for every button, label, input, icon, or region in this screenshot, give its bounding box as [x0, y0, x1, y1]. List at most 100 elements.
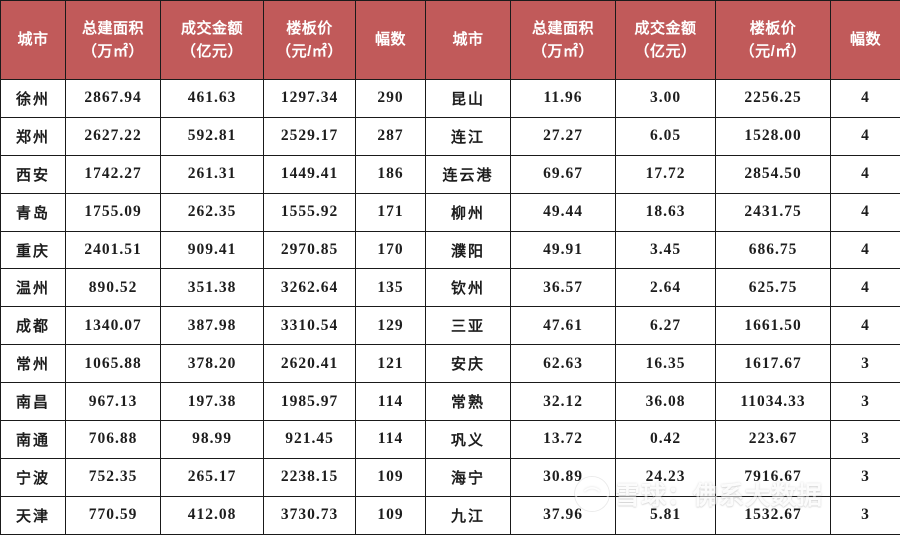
cell-plot-count-right: 4 — [831, 117, 900, 155]
cell-total-area-left: 1755.09 — [66, 193, 161, 231]
cell-amount-right: 18.63 — [616, 193, 716, 231]
cell-total-area-left: 706.88 — [66, 421, 161, 459]
cell-floor-price-right: 1528.00 — [716, 117, 831, 155]
cell-amount-left: 98.99 — [161, 421, 264, 459]
cell-floor-price-left: 921.45 — [264, 421, 356, 459]
cell-plot-count-left: 287 — [356, 117, 426, 155]
cell-city-right: 九江 — [426, 496, 511, 534]
cell-city-left: 常州 — [1, 345, 66, 383]
column-header-total-area-right: 总建面积 （万㎡） — [511, 1, 616, 80]
cell-floor-price-left: 1297.34 — [264, 80, 356, 118]
cell-amount-left: 412.08 — [161, 496, 264, 534]
cell-total-area-right: 47.61 — [511, 307, 616, 345]
cell-floor-price-right: 686.75 — [716, 231, 831, 269]
cell-plot-count-right: 3 — [831, 458, 900, 496]
cell-plot-count-right: 4 — [831, 307, 900, 345]
cell-total-area-left: 967.13 — [66, 383, 161, 421]
cell-city-left: 青岛 — [1, 193, 66, 231]
column-header-total-area-right-line1: 总建面积 — [511, 17, 615, 40]
cell-total-area-right: 62.63 — [511, 345, 616, 383]
column-header-amount-left-line2: （亿元） — [161, 40, 263, 63]
cell-total-area-right: 11.96 — [511, 80, 616, 118]
cell-city-left: 南昌 — [1, 383, 66, 421]
cell-amount-right: 0.42 — [616, 421, 716, 459]
cell-city-right: 柳州 — [426, 193, 511, 231]
cell-total-area-right: 13.72 — [511, 421, 616, 459]
cell-floor-price-left: 3262.64 — [264, 269, 356, 307]
cell-plot-count-left: 109 — [356, 458, 426, 496]
column-header-total-area-right-line2: （万㎡） — [511, 40, 615, 63]
cell-total-area-left: 752.35 — [66, 458, 161, 496]
cell-floor-price-right: 1532.67 — [716, 496, 831, 534]
column-header-city-left: 城市 — [1, 1, 66, 80]
cell-plot-count-right: 4 — [831, 231, 900, 269]
cell-city-right: 昆山 — [426, 80, 511, 118]
cell-amount-left: 351.38 — [161, 269, 264, 307]
cell-city-left: 宁波 — [1, 458, 66, 496]
column-header-amount-right-line1: 成交金额 — [616, 17, 715, 40]
cell-plot-count-right: 4 — [831, 155, 900, 193]
cell-plot-count-left: 109 — [356, 496, 426, 534]
cell-floor-price-left: 2529.17 — [264, 117, 356, 155]
cell-city-left: 徐州 — [1, 80, 66, 118]
cell-total-area-right: 32.12 — [511, 383, 616, 421]
cell-total-area-left: 1340.07 — [66, 307, 161, 345]
cell-plot-count-left: 171 — [356, 193, 426, 231]
cell-city-left: 西安 — [1, 155, 66, 193]
cell-city-right: 安庆 — [426, 345, 511, 383]
header-row: 城市 总建面积 （万㎡） 成交金额 （亿元） 楼板价 （元/㎡） 幅数 — [1, 1, 900, 80]
cell-total-area-left: 770.59 — [66, 496, 161, 534]
cell-city-right: 海宁 — [426, 458, 511, 496]
cell-floor-price-right: 11034.33 — [716, 383, 831, 421]
cell-floor-price-left: 1449.41 — [264, 155, 356, 193]
column-header-floor-price-right: 楼板价 （元/㎡） — [716, 1, 831, 80]
table-header: 城市 总建面积 （万㎡） 成交金额 （亿元） 楼板价 （元/㎡） 幅数 — [1, 1, 900, 80]
cell-plot-count-left: 170 — [356, 231, 426, 269]
cell-total-area-left: 890.52 — [66, 269, 161, 307]
cell-plot-count-right: 4 — [831, 269, 900, 307]
cell-floor-price-right: 2854.50 — [716, 155, 831, 193]
cell-total-area-right: 49.91 — [511, 231, 616, 269]
cell-city-left: 南通 — [1, 421, 66, 459]
cell-plot-count-right: 3 — [831, 345, 900, 383]
column-header-floor-price-left: 楼板价 （元/㎡） — [264, 1, 356, 80]
cell-city-left: 郑州 — [1, 117, 66, 155]
cell-floor-price-left: 2620.41 — [264, 345, 356, 383]
cell-plot-count-left: 114 — [356, 421, 426, 459]
cell-total-area-right: 36.57 — [511, 269, 616, 307]
column-header-floor-price-left-line1: 楼板价 — [264, 17, 355, 40]
cell-floor-price-left: 3310.54 — [264, 307, 356, 345]
cell-plot-count-right: 4 — [831, 193, 900, 231]
cell-floor-price-left: 1555.92 — [264, 193, 356, 231]
cell-plot-count-left: 129 — [356, 307, 426, 345]
cell-amount-left: 265.17 — [161, 458, 264, 496]
cell-city-right: 连江 — [426, 117, 511, 155]
cell-plot-count-left: 290 — [356, 80, 426, 118]
column-header-amount-right: 成交金额 （亿元） — [616, 1, 716, 80]
cell-plot-count-right: 3 — [831, 496, 900, 534]
column-header-floor-price-right-line2: （元/㎡） — [716, 40, 830, 63]
cell-floor-price-right: 2256.25 — [716, 80, 831, 118]
column-header-city-left-line1: 城市 — [1, 28, 65, 51]
cell-amount-right: 16.35 — [616, 345, 716, 383]
cell-floor-price-right: 1661.50 — [716, 307, 831, 345]
cell-amount-left: 378.20 — [161, 345, 264, 383]
cell-city-left: 成都 — [1, 307, 66, 345]
column-header-amount-right-line2: （亿元） — [616, 40, 715, 63]
cell-total-area-right: 49.44 — [511, 193, 616, 231]
cell-floor-price-left: 1985.97 — [264, 383, 356, 421]
cell-amount-left: 387.98 — [161, 307, 264, 345]
cell-city-right: 三亚 — [426, 307, 511, 345]
cell-amount-left: 197.38 — [161, 383, 264, 421]
cell-amount-right: 3.00 — [616, 80, 716, 118]
column-header-amount-left-line1: 成交金额 — [161, 17, 263, 40]
cell-plot-count-left: 114 — [356, 383, 426, 421]
